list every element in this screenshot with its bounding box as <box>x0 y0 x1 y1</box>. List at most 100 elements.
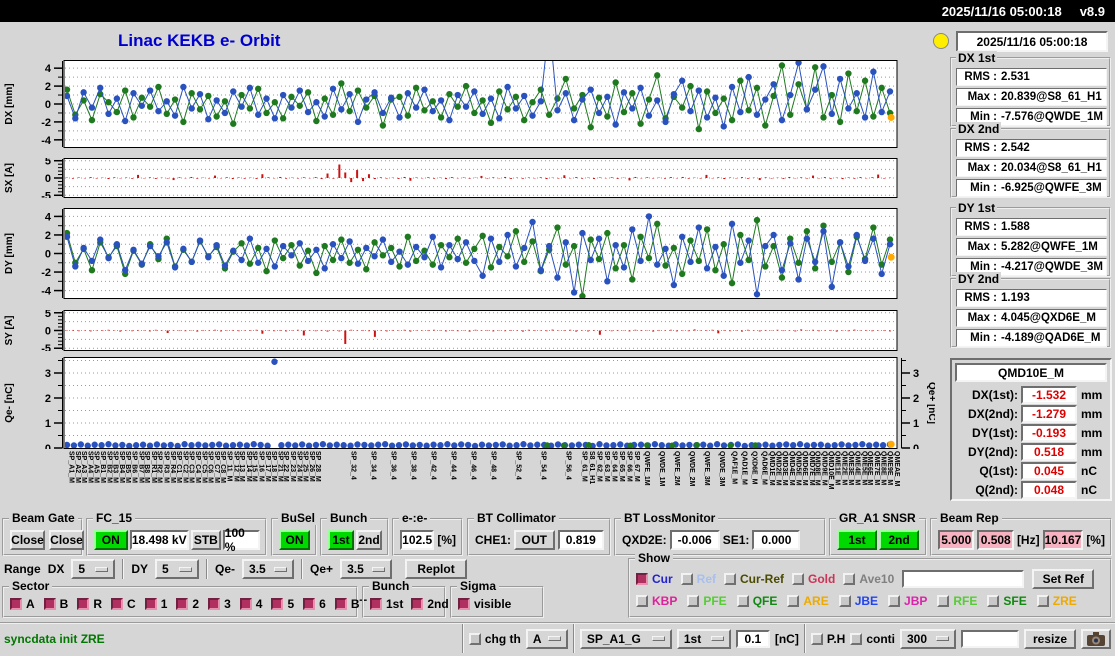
resize-button[interactable]: resize <box>1024 628 1076 649</box>
conti-toggle[interactable] <box>850 632 863 645</box>
threshold-input[interactable] <box>735 629 770 648</box>
ph-toggle[interactable] <box>810 632 823 645</box>
points-select[interactable]: 300 <box>900 628 956 649</box>
x-axis-label: SP_44_4 <box>449 451 457 480</box>
x-axis-label: QME2E_M <box>840 451 848 486</box>
x-axis-label: QMD1E_M <box>767 451 775 486</box>
sector-toggle-A[interactable] <box>10 598 22 610</box>
bunch-2nd-toggle[interactable] <box>411 598 424 610</box>
timestamp-field: 2025/11/16 05:00:18 <box>956 31 1108 52</box>
qxd2e-label: QXD2E: <box>622 533 667 547</box>
sector-toggle-R[interactable] <box>77 598 90 610</box>
sector-toggle-2[interactable] <box>176 598 189 610</box>
show-zre-toggle[interactable] <box>1036 595 1049 607</box>
option-menu-indicator <box>936 636 949 641</box>
stat-box-dy2: DY 2nd RMS :1.193 Max :4.045@QXD6E_M Min… <box>950 272 1111 348</box>
beam-gate-close-2-button[interactable]: Close <box>49 530 84 550</box>
sector-toggle-6[interactable] <box>303 598 316 610</box>
bunch-2nd-button[interactable]: 2nd <box>356 530 382 550</box>
fc15-on-button[interactable]: ON <box>94 530 128 550</box>
show-qfe-toggle[interactable] <box>736 595 749 607</box>
fc15-percent-field: 100 % <box>222 526 260 554</box>
range-dy-select[interactable]: 5 <box>155 559 200 579</box>
status-bar: syncdata init ZRE chg th A SP_A1_G 1st [… <box>0 622 1115 653</box>
screenshot-button[interactable] <box>1081 628 1111 649</box>
svg-text:SY [A]: SY [A] <box>4 316 15 346</box>
x-axis-label: QXD6E_M <box>750 451 758 485</box>
show-rfe-toggle[interactable] <box>937 595 950 607</box>
stat-min: Min : -4.217@QWDE_3M <box>956 258 1107 276</box>
x-axis-label: SP_67_M <box>632 451 640 482</box>
gr-a1-2nd-button[interactable]: 2nd <box>879 530 919 550</box>
che1-value-field: 0.819 <box>557 530 604 550</box>
svg-text:-4: -4 <box>41 286 52 298</box>
show-pfe-toggle[interactable] <box>687 595 700 607</box>
sp-monitor-select[interactable]: SP_A1_G <box>579 628 672 649</box>
bunch-1st-button[interactable]: 1st <box>328 530 354 550</box>
x-axis-label: SP_C8_M <box>218 451 226 483</box>
x-axis-label: SP_42_4 <box>429 451 437 480</box>
option-menu-indicator <box>95 566 109 572</box>
bt-collimator-group: BT Collimator CHE1: OUT 0.819 <box>467 511 611 556</box>
x-axis-label: QMD4E_M <box>787 451 795 486</box>
range-qe-plus-select[interactable]: 3.5 <box>340 559 393 579</box>
x-axis-label: QMD9E_M <box>820 451 828 486</box>
bunch-1st-toggle[interactable] <box>370 598 382 610</box>
option-menu-indicator <box>710 636 724 641</box>
sigma-visible-toggle[interactable] <box>458 598 470 610</box>
show-kbp-toggle[interactable] <box>636 595 648 607</box>
stat-box-dy1: DY 1st RMS :1.588 Max :5.282@QWFE_1M Min… <box>950 201 1111 277</box>
x-axis-label: SP_R3_M <box>162 451 170 483</box>
chg-th-toggle[interactable] <box>468 632 481 645</box>
stat-min: Min : -4.189@QAD6E_M <box>956 329 1107 347</box>
sector-toggle-5[interactable] <box>271 598 284 610</box>
svg-text:2: 2 <box>45 393 51 405</box>
sector-toggle-C[interactable] <box>111 598 124 610</box>
show-cur-ref-toggle[interactable] <box>724 573 737 585</box>
replot-button[interactable]: Replot <box>405 559 468 579</box>
x-axis-label: QMD10E_M <box>827 451 835 490</box>
fc15-stb-button[interactable]: STB <box>190 530 221 550</box>
x-axis-label: SP_64_M <box>610 451 618 482</box>
x-axis-label: SP_A5_M <box>92 451 100 483</box>
svg-text:1: 1 <box>45 418 51 430</box>
x-axis-label: SP_54_4 <box>539 451 547 480</box>
status-entry[interactable] <box>961 629 1019 648</box>
sector-toggle-BT[interactable] <box>334 598 347 610</box>
gr-a1-1st-button[interactable]: 1st <box>837 530 877 550</box>
show-ref-toggle[interactable] <box>680 573 693 585</box>
range-dx-select[interactable]: 5 <box>71 559 116 579</box>
bunch-select[interactable]: 1st <box>676 628 731 649</box>
sector-toggle-4[interactable] <box>239 598 252 610</box>
show-jbp-toggle[interactable] <box>888 595 901 607</box>
show-gold-toggle[interactable] <box>792 573 805 585</box>
qe-plot-row: 0 1 2 3 Qe- [nC] 0 1 2 3 Qe+ [nC] <box>0 357 937 455</box>
set-ref-button[interactable]: Set Ref <box>1032 569 1095 589</box>
show-ave10-toggle[interactable] <box>843 573 856 585</box>
x-axis-label: SP_28_M <box>313 451 321 482</box>
x-axis-label: SP_C6_M <box>206 451 214 483</box>
che1-out-button[interactable]: OUT <box>514 530 555 550</box>
dy-plot: 4 2 0 -2 -4 DY [mm] <box>4 208 898 299</box>
sector-toggle-1[interactable] <box>144 598 157 610</box>
busel-on-button[interactable]: ON <box>279 530 310 550</box>
show-are-toggle[interactable] <box>787 595 800 607</box>
sy-plot: 5 0 -5 SY [A] <box>4 308 898 355</box>
sector-toggle-3[interactable] <box>208 598 221 610</box>
range-qe-minus-select[interactable]: 3.5 <box>242 559 295 579</box>
beam-gate-close-1-button[interactable]: Close <box>10 530 45 550</box>
show-cur-toggle[interactable] <box>636 573 648 585</box>
page-title: Linac KEKB e- Orbit <box>118 31 281 50</box>
show-sfe-toggle[interactable] <box>987 595 1000 607</box>
stat-box-dx1: DX 1st RMS :2.531 Max :20.839@S8_61_H1 M… <box>950 51 1111 127</box>
sector-group: Sector A B R C 1 2 3 4 5 6 BT <box>2 579 367 618</box>
beam-rep-field-3: 10.167 <box>1042 530 1084 550</box>
se1-field: 0.000 <box>752 530 801 550</box>
chg-th-select[interactable]: A <box>525 628 568 649</box>
ref-name-input[interactable] <box>902 570 1025 588</box>
show-jbe-toggle[interactable] <box>838 595 851 607</box>
option-menu-indicator <box>179 566 193 572</box>
svg-text:0: 0 <box>45 99 51 111</box>
x-axis-label: SP_16_M <box>257 451 265 482</box>
sector-toggle-B[interactable] <box>43 598 56 610</box>
